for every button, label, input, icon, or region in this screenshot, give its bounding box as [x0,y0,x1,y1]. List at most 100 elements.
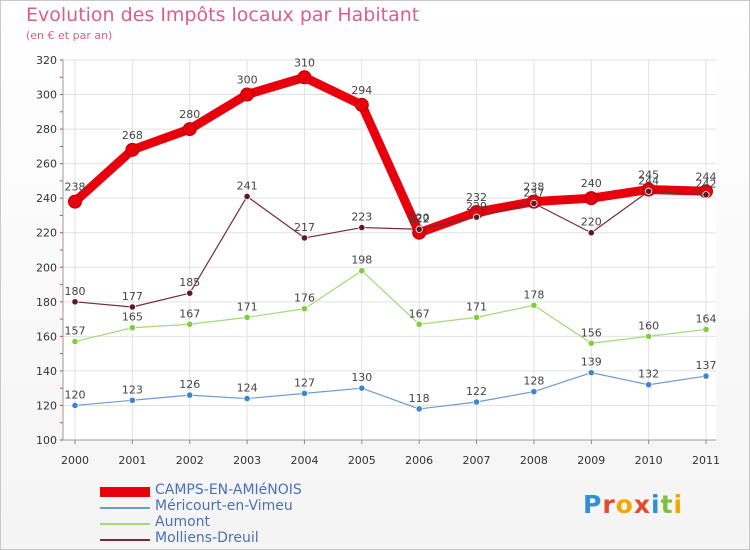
data-label: 167 [409,307,430,320]
data-label: 165 [122,311,143,324]
legend-swatch [100,507,150,509]
data-point [702,191,710,199]
logo-letter: i [673,490,684,519]
data-point [71,298,79,306]
data-point [530,199,538,207]
data-label: 171 [237,300,258,313]
data-label: 198 [351,254,372,267]
data-label: 185 [179,276,200,289]
data-point [702,372,710,380]
data-label: 240 [581,177,602,190]
data-point [243,394,251,403]
y-tick-label: 100 [36,434,57,447]
x-tick-label: 2007 [463,454,491,467]
data-label: 164 [696,312,717,325]
data-point [645,187,653,195]
y-tick-label: 140 [36,365,57,378]
data-label: 124 [237,382,258,395]
data-point [128,324,136,332]
data-label: 268 [122,129,143,142]
data-label: 176 [294,292,315,305]
y-tick-label: 220 [36,227,57,240]
data-label: 242 [696,178,717,191]
data-point [358,267,366,275]
data-label: 244 [638,174,659,187]
data-label: 310 [294,56,315,69]
chart-subtitle: (en € et par an) [26,29,113,42]
grid [63,59,716,441]
y-tick-label: 180 [36,296,57,309]
data-label: 217 [294,221,315,234]
legend-swatch [100,523,150,525]
data-label: 241 [237,179,258,192]
data-point [587,229,595,237]
data-point [530,301,538,309]
data-label: 238 [523,181,544,194]
x-tick-label: 2011 [692,454,720,467]
data-label: 244 [696,170,717,183]
data-label: 300 [237,74,258,87]
legend-label: Méricourt-en-Vimeu [155,498,293,514]
data-point [415,225,423,233]
data-point [354,97,369,112]
data-label: 238 [65,181,86,194]
y-tick-label: 160 [36,330,57,343]
x-tick-label: 2006 [405,454,433,467]
data-point [472,313,481,321]
data-point [472,213,481,221]
data-label: 126 [179,378,200,391]
y-tick-label: 280 [36,123,57,136]
y-tick-label: 260 [36,158,57,171]
legend-swatch [100,487,150,497]
data-label: 232 [466,191,487,204]
data-label: 178 [523,288,544,301]
data-label: 130 [351,371,372,384]
data-point [128,396,136,404]
x-tick-label: 2010 [635,454,663,467]
data-point [71,401,79,410]
x-tick-label: 2002 [176,454,204,467]
data-label: 220 [581,216,602,229]
logo-letter: x [633,490,651,519]
data-point [240,87,255,102]
x-tick-label: 2000 [61,454,89,467]
data-point [300,234,309,242]
data-label: 120 [65,388,86,401]
legend-label: CAMPS-EN-AMIéNOIS [155,482,302,498]
data-label: 160 [638,319,659,332]
logo-letter: P [583,490,603,519]
legend-label: Molliens-Dreuil [155,530,259,546]
data-point [358,223,366,232]
data-point [300,389,309,397]
data-label: 157 [65,325,86,338]
series-line-3 [74,190,707,308]
logo-letter: r [602,490,616,519]
legend-swatch [100,539,150,541]
logo-letter: o [615,490,634,519]
proxiti-logo: Proxiti [583,490,683,519]
data-label: 280 [179,108,200,121]
data-point [125,142,140,157]
data-label: 167 [179,307,200,320]
y-tick-label: 240 [36,192,57,205]
data-label: 156 [581,326,602,339]
data-point [645,381,653,389]
y-tick-label: 200 [36,261,57,274]
data-point [71,337,79,346]
data-point [68,194,82,209]
data-label: 132 [638,368,659,381]
y-tick-label: 320 [36,54,57,67]
data-point [530,388,538,396]
series-line-1 [74,372,707,410]
x-tick-label: 2001 [118,454,146,467]
data-label: 137 [696,359,717,372]
data-point [182,122,197,137]
x-tick-label: 2009 [577,454,605,467]
series-line-2 [74,270,707,344]
data-label: 122 [466,385,487,398]
logo-letter: t [660,490,674,519]
data-point [186,320,194,328]
data-label: 223 [351,211,372,224]
